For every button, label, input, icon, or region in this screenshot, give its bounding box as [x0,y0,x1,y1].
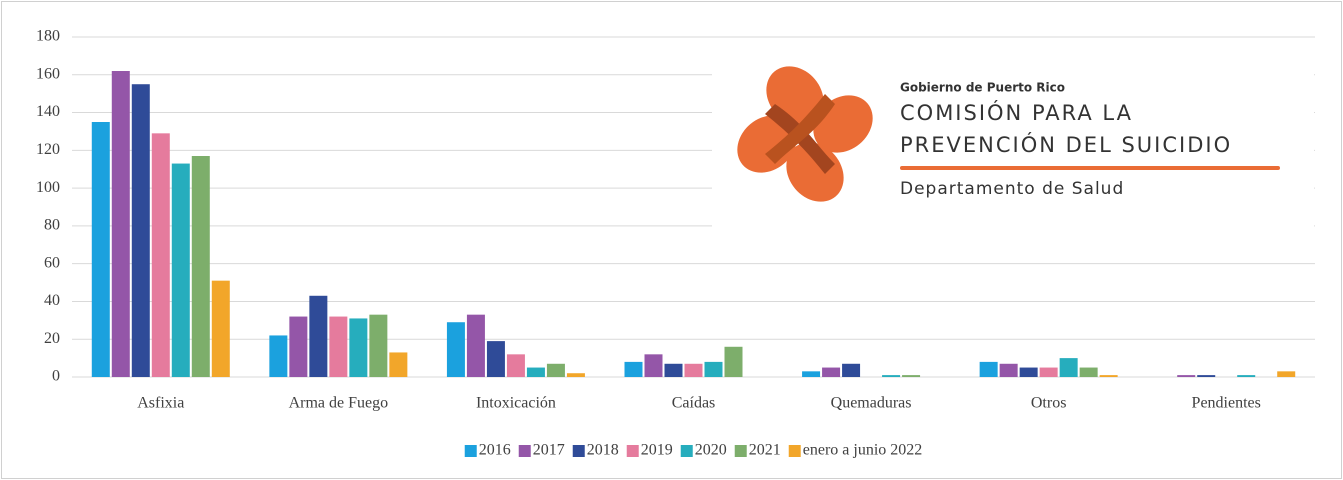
bar [1019,367,1038,377]
legend-label: 2021 [749,442,781,459]
bar [1277,371,1296,377]
logo-mark [737,66,873,202]
x-tick-label: Arma de Fuego [289,395,389,412]
bar [309,295,328,377]
legend-label: 2019 [641,442,673,459]
y-tick-label: 180 [36,28,60,45]
logo-line2: PREVENCIÓN DEL SUICIDIO [900,132,1232,157]
legend-label: enero a junio 2022 [803,442,923,459]
bar [822,367,841,377]
bar [724,346,743,377]
bar [211,280,230,377]
legend-swatch [464,445,477,457]
bar [389,352,408,377]
bar [526,367,545,377]
legend-swatch [734,445,747,457]
legend-label: 2020 [695,442,727,459]
bar [131,84,150,377]
bar [842,363,861,377]
bar [979,361,998,377]
legend-swatch [626,445,639,457]
x-tick-label: Pendientes [1192,395,1261,412]
bar [446,322,465,377]
bar [486,341,505,377]
legend-swatch [788,445,801,457]
bar [329,316,348,377]
bar [644,354,663,377]
bar [269,335,288,377]
bar [289,316,308,377]
bar [506,354,525,377]
bar [902,375,921,377]
bar [1059,358,1078,377]
bar [1177,375,1196,377]
bar [171,163,190,377]
bar [1237,375,1256,377]
y-tick-label: 60 [44,254,60,271]
y-tick-label: 160 [36,65,60,82]
bar [111,71,130,377]
y-tick-label: 120 [36,141,60,158]
x-tick-label: Caídas [672,395,716,412]
bar [349,318,368,377]
legend-swatch [572,445,585,457]
legend-label: 2018 [587,442,619,459]
bar [1039,367,1058,377]
bar [684,363,703,377]
y-tick-label: 0 [52,368,60,385]
x-tick-label: Otros [1031,395,1067,412]
legend: 2016 2017 2018 2019 2020 2021 enero a junio 20… [464,442,923,459]
legend-label: 2017 [533,442,565,459]
logo-line1: COMISIÓN PARA LA [900,100,1133,125]
logo-rule [900,166,1280,170]
legend-swatch [680,445,693,457]
y-tick-label: 80 [44,217,60,234]
bar [546,363,565,377]
x-tick-label: Asfixia [137,395,184,412]
bar [999,363,1018,377]
logo-agency: Gobierno de Puerto Rico [900,81,1065,95]
legend-label: 2016 [479,442,511,459]
bar [882,375,901,377]
bar [664,363,683,377]
y-tick-label: 20 [44,330,60,347]
bar [1099,375,1118,377]
logo-department: Departamento de Salud [900,179,1124,199]
legend-swatch [518,445,531,457]
x-tick-label: Quemaduras [831,395,912,412]
y-tick-label: 100 [36,179,60,196]
logo: Gobierno de Puerto Rico COMISIÓN PARA LA… [712,42,1314,238]
bar [151,133,170,377]
bar [369,314,388,377]
bar [566,373,585,377]
bar [704,361,723,377]
bar [191,156,210,377]
bar [802,371,821,377]
bar-layer: Asfixia Arma de Fuego Intoxicación Caídas Qu… [91,71,1296,412]
y-tick-label: 40 [44,292,60,309]
y-tick-label: 140 [36,103,60,120]
bar [624,361,643,377]
bar [91,122,110,377]
bar [1079,367,1098,377]
bar [1197,375,1216,377]
bar [466,314,485,377]
x-tick-label: Intoxicación [476,395,556,412]
